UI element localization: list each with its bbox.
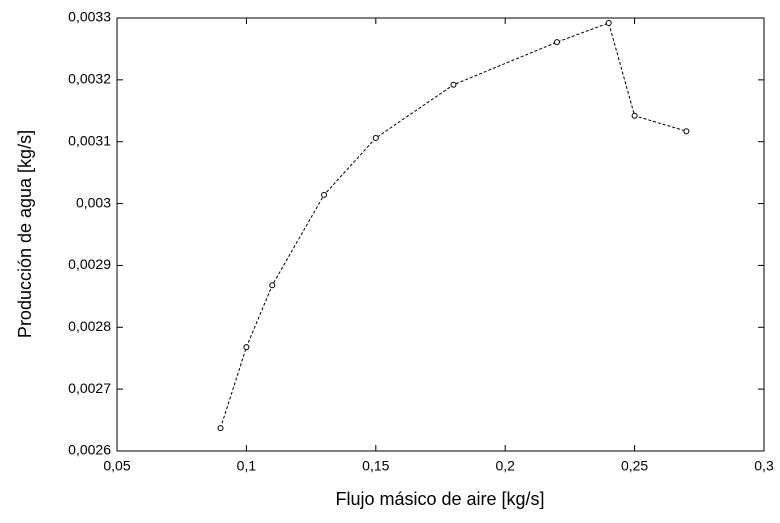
marker [450,81,457,88]
marker [605,19,612,26]
y-tick-label: 0,0029 [68,256,111,272]
marker [269,282,276,289]
marker [631,112,638,119]
marker [553,39,560,46]
y-tick-label: 0,0028 [68,318,111,334]
y-tick-label: 0,003 [76,194,111,210]
x-tick-label: 0,2 [495,458,515,474]
marker [321,191,328,198]
marker [683,128,690,135]
x-tick-label: 0,3 [754,458,774,474]
x-tick-label: 0,15 [362,458,389,474]
series-line [220,22,687,429]
plot-frame [116,17,765,452]
marker [372,135,379,142]
x-tick-label: 0,1 [237,458,257,474]
marker [243,344,250,351]
marker [217,425,224,432]
y-tick-label: 0,0033 [68,9,111,25]
y-tick-label: 0,0031 [68,132,111,148]
y-tick-label: 0,0032 [68,71,111,87]
y-axis-title: Producción de agua [kg/s] [15,130,35,338]
x-tick-label: 0,05 [103,458,130,474]
y-tick-label: 0,0026 [68,442,111,458]
x-axis-title: Flujo másico de aire [kg/s] [335,489,544,509]
y-tick-label: 0,0027 [68,380,111,396]
x-tick-label: 0,25 [621,458,648,474]
